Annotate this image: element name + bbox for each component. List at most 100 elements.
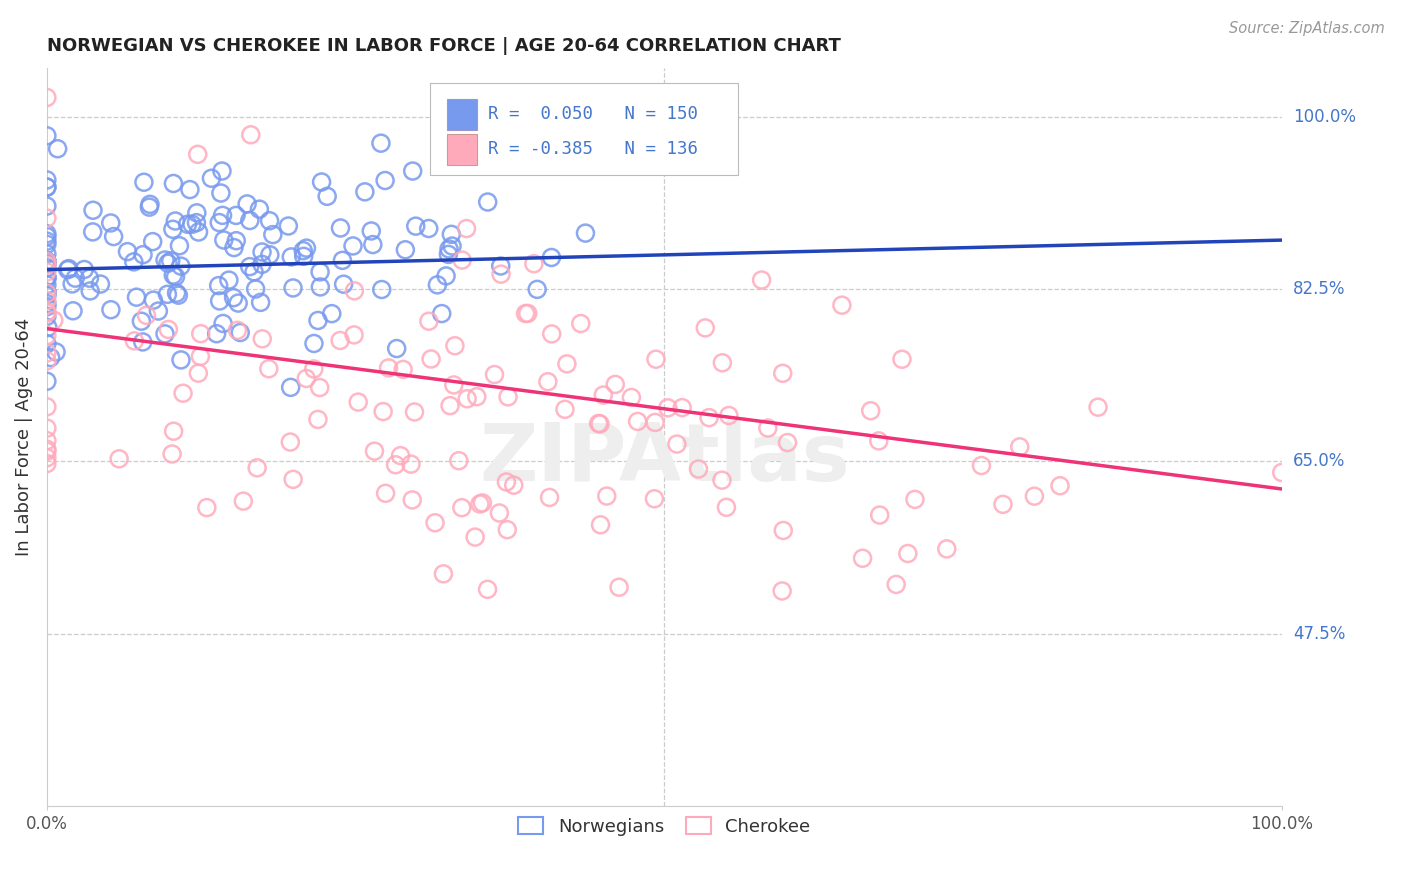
Point xyxy=(208,293,231,308)
Point xyxy=(859,403,882,417)
Point xyxy=(139,197,162,211)
Point xyxy=(280,380,302,394)
Point xyxy=(665,437,688,451)
Point xyxy=(35,254,58,268)
Point xyxy=(35,265,58,279)
Point xyxy=(447,453,470,467)
Point xyxy=(246,460,269,475)
Point xyxy=(904,492,927,507)
Point xyxy=(426,277,449,292)
Point xyxy=(187,366,209,380)
Point xyxy=(45,345,67,359)
Point xyxy=(489,259,512,273)
Point xyxy=(451,253,474,268)
Point xyxy=(538,491,561,505)
Point xyxy=(82,225,104,239)
Point xyxy=(751,273,773,287)
Point xyxy=(477,194,499,209)
Point xyxy=(259,248,281,262)
Point xyxy=(645,352,668,367)
Point xyxy=(401,492,423,507)
Point xyxy=(229,326,252,340)
Point xyxy=(418,314,440,328)
Point xyxy=(35,306,58,320)
Point xyxy=(73,262,96,277)
Point xyxy=(35,227,58,241)
Point xyxy=(247,202,270,216)
Point xyxy=(991,497,1014,511)
Point xyxy=(440,227,463,242)
Point xyxy=(142,235,165,249)
Point xyxy=(122,255,145,269)
Point xyxy=(394,243,416,257)
Point xyxy=(711,356,734,370)
Point xyxy=(35,288,58,302)
Point xyxy=(292,244,315,258)
Point xyxy=(35,256,58,270)
Point xyxy=(162,177,184,191)
Point xyxy=(437,247,460,261)
Point xyxy=(82,203,104,218)
Point xyxy=(360,224,382,238)
Point xyxy=(489,267,512,281)
Point xyxy=(190,350,212,364)
Point xyxy=(399,457,422,471)
Point xyxy=(465,390,488,404)
Point xyxy=(35,173,58,187)
Point xyxy=(342,239,364,253)
Point xyxy=(302,362,325,376)
Point xyxy=(515,306,537,320)
Point xyxy=(540,251,562,265)
Point xyxy=(347,395,370,409)
Point xyxy=(35,270,58,285)
Point xyxy=(471,496,494,510)
Point xyxy=(329,221,352,235)
Point xyxy=(250,245,273,260)
Point xyxy=(620,391,643,405)
Point xyxy=(869,508,891,522)
Text: 100.0%: 100.0% xyxy=(1294,108,1355,126)
Point xyxy=(153,252,176,267)
Point xyxy=(132,247,155,261)
Text: 47.5%: 47.5% xyxy=(1294,624,1346,642)
Point xyxy=(354,185,377,199)
Point xyxy=(756,421,779,435)
Point xyxy=(35,180,58,194)
FancyBboxPatch shape xyxy=(447,99,477,130)
Point xyxy=(434,268,457,283)
Point xyxy=(441,239,464,253)
Point xyxy=(332,253,354,268)
Point xyxy=(1008,440,1031,454)
Point xyxy=(370,136,392,150)
Point xyxy=(343,284,366,298)
Point xyxy=(156,256,179,270)
Point xyxy=(35,400,58,414)
Point xyxy=(332,277,354,292)
Point xyxy=(717,409,740,423)
Point xyxy=(607,580,630,594)
Text: 65.0%: 65.0% xyxy=(1294,452,1346,470)
Point xyxy=(377,360,399,375)
Point xyxy=(108,451,131,466)
Point xyxy=(385,342,408,356)
Point xyxy=(222,241,245,255)
Point xyxy=(166,286,188,301)
Point xyxy=(432,128,454,142)
Point xyxy=(35,128,58,143)
Point xyxy=(225,234,247,248)
Point xyxy=(132,175,155,189)
Point xyxy=(35,234,58,248)
Point xyxy=(35,272,58,286)
Point xyxy=(418,221,440,235)
Point xyxy=(316,189,339,203)
Point xyxy=(172,386,194,401)
Point xyxy=(868,434,890,448)
Point xyxy=(311,175,333,189)
Legend: Norwegians, Cherokee: Norwegians, Cherokee xyxy=(509,808,820,845)
Point xyxy=(772,524,794,538)
Point xyxy=(239,128,262,142)
Point xyxy=(1087,400,1109,414)
Point xyxy=(772,366,794,380)
Point xyxy=(179,183,201,197)
Point xyxy=(389,449,412,463)
